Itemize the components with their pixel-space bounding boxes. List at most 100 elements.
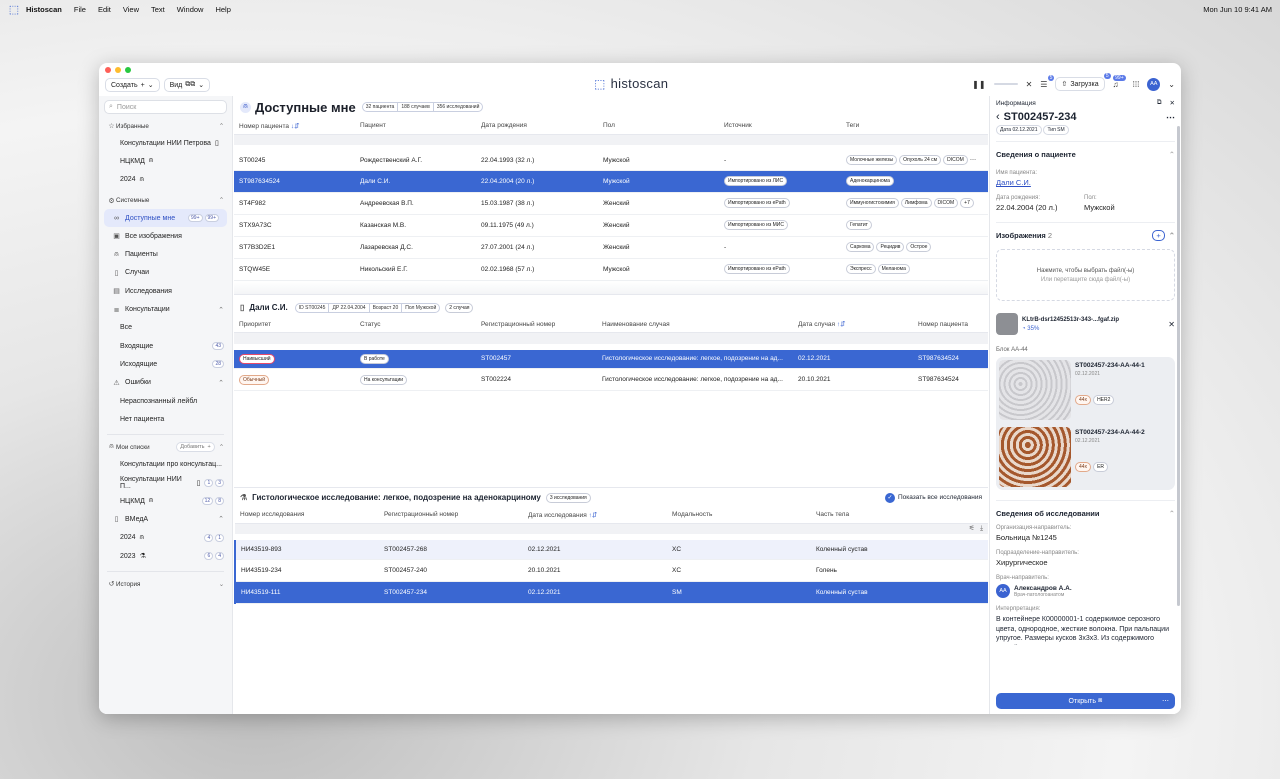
favorites-section[interactable]: ☆ Избранные ⌃ xyxy=(108,122,224,131)
minimize-window-button[interactable] xyxy=(115,67,121,73)
history-section[interactable]: ↺ История ⌄ xyxy=(108,580,224,589)
sidebar-item-cases[interactable]: ▯ Случаи xyxy=(99,264,232,282)
sidebar-item-errors[interactable]: ⚠ Ошибки ⌃ xyxy=(113,379,224,387)
table-row[interactable]: ST4F982 Андреевская В.П. 15.03.1987 (38 л.… xyxy=(234,192,988,215)
avatar[interactable]: AA xyxy=(1147,77,1161,91)
column-header[interactable]: Пациент xyxy=(355,118,476,135)
table-row[interactable]: ST7B3D2E1 Лазаревская Д.С. 27.07.2001 (24 … xyxy=(234,236,988,259)
slide-item[interactable]: ST002457-234-AA-44-1 02.12.2021 44x HER2 xyxy=(998,359,1173,421)
menu-edit[interactable]: Edit xyxy=(97,4,111,14)
sidebar-item-all[interactable]: Все xyxy=(120,324,133,332)
table-row[interactable]: STX9A73C Казанская М.В. 09.11.1975 (49 л.)… xyxy=(234,214,988,237)
apps-grid-icon[interactable]: ⁞⁞⁞ xyxy=(1132,79,1140,89)
column-header[interactable]: Номер пациента xyxy=(913,316,988,333)
back-icon[interactable]: ‹ xyxy=(996,111,1000,123)
column-header[interactable]: Дата случая ↑⇵ xyxy=(793,316,913,333)
add-list-button[interactable]: Добавить + xyxy=(176,442,215,453)
slide-image[interactable] xyxy=(999,360,1071,420)
table-row[interactable]: ST00245 Рождественский А.Г. 22.04.1993 (32… xyxy=(234,148,988,171)
close-window-button[interactable] xyxy=(105,67,111,73)
column-header[interactable]: Номер исследования xyxy=(235,507,379,524)
scrollbar[interactable] xyxy=(1177,126,1180,606)
column-header[interactable]: Часть тела xyxy=(811,507,988,524)
sidebar-item-consultations[interactable]: ≣ Консультации ⌃ xyxy=(113,306,224,314)
upload-button[interactable]: ⇧ Загрузка 5 xyxy=(1055,73,1111,91)
search-input[interactable]: ⌕ Поиск xyxy=(104,100,227,114)
my-lists-section[interactable]: ⍝ Мои списки Добавить + ⌃ xyxy=(99,439,232,455)
filter-row[interactable] xyxy=(234,134,988,151)
external-link-icon[interactable]: ⧉ xyxy=(1156,99,1162,106)
menu-help[interactable]: Help xyxy=(215,4,231,14)
column-header[interactable]: Модальность xyxy=(667,507,811,524)
column-header[interactable]: Дата рождения xyxy=(476,118,598,135)
close-icon[interactable]: ✕ xyxy=(1168,319,1175,329)
menu-file[interactable]: File xyxy=(73,4,86,14)
list-group-vmeda[interactable]: ▯ ВМедА ⌃ xyxy=(99,510,232,528)
slide-image[interactable] xyxy=(999,427,1071,487)
column-header[interactable]: Регистрационный номер xyxy=(476,316,597,333)
open-button[interactable]: Открыть ⧈ ⋯ xyxy=(996,693,1175,709)
patient-name-link[interactable]: Дали С.И. xyxy=(996,178,1031,187)
column-header[interactable]: Приоритет xyxy=(234,316,355,333)
list-item[interactable]: Консультации НИИ П... ▯ 1 3 xyxy=(99,474,232,492)
view-button[interactable]: Вид ⧉⧉ ⌄ xyxy=(163,78,211,92)
list-item[interactable]: 2024 ⍝ 4 1 xyxy=(99,529,232,547)
file-dropzone[interactable]: Нажмите, чтобы выбрать файл(-ы) Или перет… xyxy=(996,249,1175,301)
table-row[interactable]: ST987634524 Дали С.И. 22.04.2004 (20 л.) Му… xyxy=(234,170,988,193)
add-image-icon[interactable]: + xyxy=(1152,229,1165,241)
menu-app[interactable]: Histoscan xyxy=(26,4,62,14)
menu-view[interactable]: View xyxy=(122,4,140,14)
layers-button[interactable]: ☰ 5 xyxy=(1040,74,1055,89)
table-row[interactable]: НИ43519-234 ST002457-240 20.10.2021 XC Голен… xyxy=(234,559,988,582)
sidebar-item-error[interactable]: Нераспознанный лейбл xyxy=(120,397,198,405)
filter-row[interactable] xyxy=(234,332,988,350)
sidebar-item-available[interactable]: ∞ Доступные мне 99+ 99+ xyxy=(104,208,227,228)
sidebar-item-incoming[interactable]: Входящие 43 xyxy=(99,337,232,355)
column-header[interactable]: Статус xyxy=(355,316,476,333)
table-cell: Аденокарцинома xyxy=(841,170,988,193)
close-icon[interactable]: ✕ xyxy=(1025,79,1033,89)
create-button[interactable]: Создать + ⌄ xyxy=(105,78,160,92)
menu-window[interactable]: Window xyxy=(176,4,204,14)
fav-item[interactable]: 2024 ⍝ xyxy=(120,175,144,184)
notifications-button[interactable]: ♫ 99+ xyxy=(1112,74,1126,89)
filter-row[interactable]: ⚟ ⤓ xyxy=(235,523,988,540)
show-all-toggle[interactable]: ✓ Показать все исследования xyxy=(884,492,982,503)
column-header[interactable]: Пол xyxy=(598,118,719,135)
pause-icon[interactable]: ❚❚ xyxy=(972,79,986,89)
table-row[interactable]: STQW45E Никольский Е.Г. 02.02.1968 (57 л.)… xyxy=(234,258,988,281)
fav-item[interactable]: Консультации НИИ Петрова ▯ xyxy=(120,139,219,148)
fav-item[interactable]: НЦКМД ⍝ xyxy=(120,157,154,165)
menu-text[interactable]: Text xyxy=(151,4,165,14)
sidebar-item-patients[interactable]: ⍝ Пациенты xyxy=(99,245,232,263)
patient-section[interactable]: Сведения о пациенте ⌃ xyxy=(996,149,1175,159)
table-row[interactable]: НИ43519-111 ST002457-234 02.12.2021 SM Колен… xyxy=(234,581,988,604)
column-header[interactable]: Источник xyxy=(719,118,841,135)
download-icon[interactable]: ⤓ xyxy=(980,525,983,533)
close-icon[interactable]: ✕ xyxy=(1169,100,1175,107)
slide-item[interactable]: ST002457-234-AA-44-2 02.12.2021 44x ER xyxy=(998,426,1173,488)
list-item[interactable]: НЦКМД ⍝ 12 8 xyxy=(99,492,232,510)
list-item[interactable]: 2023 ⚗ 6 4 xyxy=(99,547,232,565)
column-header[interactable]: Наименование случая xyxy=(597,316,793,333)
list-item[interactable]: Консультации про консультац... xyxy=(120,461,222,469)
table-row[interactable]: Обычный На консультации ST002224 Гистологич… xyxy=(234,368,988,391)
column-header[interactable]: Дата исследования ↑⇵ xyxy=(523,507,667,524)
column-header[interactable]: Номер пациента ↓⇵ xyxy=(234,118,355,135)
study-section[interactable]: Сведения об исследовании ⌃ xyxy=(996,508,1175,518)
sidebar-item-studies[interactable]: ▤ Исследования xyxy=(113,287,172,296)
sidebar-item-outgoing[interactable]: Исходящие 28 xyxy=(99,355,232,373)
column-header[interactable]: Регистрационный номер xyxy=(379,507,523,524)
more-icon[interactable]: ⋯ xyxy=(1162,698,1169,705)
chevron-down-icon[interactable]: ⌄ xyxy=(1168,79,1175,89)
more-icon[interactable]: ⋯ xyxy=(1166,111,1175,122)
sidebar-item-images[interactable]: ▣ Все изображения xyxy=(113,232,182,241)
column-header[interactable]: Теги xyxy=(841,118,988,135)
zoom-window-button[interactable] xyxy=(125,67,131,73)
system-section[interactable]: ⚙ Системные ⌃ xyxy=(108,197,224,205)
sidebar-item-error[interactable]: Нет пациента xyxy=(120,415,165,423)
filter-icon[interactable]: ⚟ xyxy=(968,525,975,533)
table-row[interactable]: Наивысший В работе ST002457 Гистологическое… xyxy=(234,346,988,369)
images-section[interactable]: Изображения 2 + ⌃ xyxy=(996,229,1175,241)
table-row[interactable]: НИ43519-893 ST002457-268 02.12.2021 XC Колен… xyxy=(234,537,988,560)
